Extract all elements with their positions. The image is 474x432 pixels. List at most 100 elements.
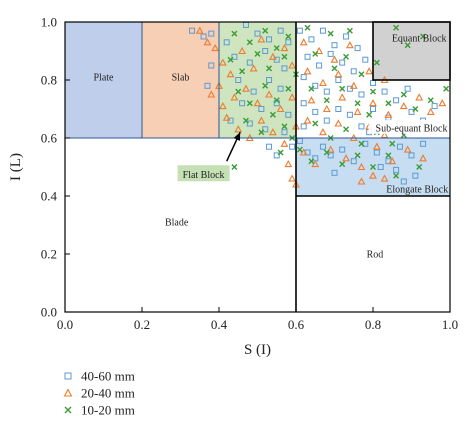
data-point [200, 33, 207, 40]
data-point [258, 106, 265, 112]
data-point [416, 164, 423, 170]
data-point [334, 119, 343, 127]
x-tick-label: 0.8 [365, 317, 381, 332]
data-point [354, 152, 361, 159]
data-point [300, 100, 307, 107]
data-point [268, 52, 277, 60]
data-point [288, 93, 297, 101]
region-label-elongate-block: Elongate Block [386, 184, 448, 195]
data-point [412, 172, 419, 179]
x-tick-label: 0.6 [288, 317, 305, 332]
data-point [315, 46, 324, 55]
data-point [312, 82, 319, 89]
data-point [257, 35, 266, 43]
data-point [385, 152, 392, 159]
data-point [393, 172, 400, 179]
data-point [323, 97, 330, 104]
data-point [281, 123, 288, 130]
data-point [238, 46, 247, 55]
data-point [380, 174, 389, 182]
data-point [242, 117, 249, 124]
data-point [239, 68, 246, 75]
data-point [211, 43, 220, 52]
data-point [443, 85, 450, 92]
y-tick-label: 0.2 [41, 247, 57, 262]
data-point [262, 82, 269, 89]
data-point [304, 53, 311, 60]
data-point [357, 177, 366, 185]
data-point [339, 146, 346, 153]
legend-item-20-40-mm: 20-40 mm [63, 386, 135, 401]
data-point [373, 59, 380, 66]
region-plate-fill [65, 22, 142, 138]
data-point [393, 24, 400, 31]
x-tick-label: 1.0 [442, 317, 458, 332]
data-point [350, 68, 357, 75]
data-point [339, 85, 346, 92]
data-point [250, 88, 257, 95]
data-point [358, 71, 365, 78]
data-point [276, 104, 285, 113]
data-point [281, 53, 288, 60]
data-point [208, 30, 215, 37]
data-point [254, 30, 261, 37]
data-point [381, 88, 388, 95]
data-point [289, 143, 296, 150]
data-point [431, 103, 438, 110]
data-point [400, 178, 407, 185]
data-point [266, 36, 273, 43]
data-point [204, 82, 211, 89]
data-point [427, 97, 434, 104]
data-point [327, 152, 334, 159]
data-point [246, 59, 253, 66]
data-point [218, 101, 227, 110]
region-label-blade: Blade [165, 218, 189, 229]
data-point [235, 77, 242, 83]
y-tick-label: 0.4 [41, 189, 58, 204]
data-point [266, 65, 273, 72]
legend-item-40-60-mm: 40-60 mm [64, 369, 135, 384]
data-point [258, 129, 265, 136]
data-point [331, 42, 338, 49]
data-point [222, 113, 231, 121]
data-point [239, 100, 246, 107]
data-point [266, 143, 273, 150]
region-label-plate: Plate [94, 73, 115, 84]
data-point [266, 77, 273, 83]
data-point [335, 106, 342, 112]
data-point [370, 79, 376, 86]
y-tick-label: 0.8 [41, 73, 57, 88]
data-point [322, 104, 331, 113]
data-point [408, 152, 415, 159]
x-tick-label: 0.2 [134, 317, 150, 332]
data-point [404, 85, 411, 92]
y-tick-label: 0.0 [41, 305, 57, 320]
data-point [319, 27, 326, 34]
data-point [280, 139, 289, 147]
data-point [296, 146, 303, 153]
data-point [334, 70, 343, 78]
legend-marker [63, 388, 73, 397]
data-point [300, 74, 307, 81]
data-point [343, 53, 350, 60]
data-point [377, 164, 384, 170]
data-point [234, 125, 243, 133]
region-flat-block-fill [219, 22, 296, 138]
x-tick-label: 0.0 [57, 317, 73, 332]
data-point [358, 140, 365, 147]
data-point [408, 108, 415, 115]
data-point [399, 101, 408, 110]
data-point [385, 100, 392, 107]
data-point [323, 88, 330, 95]
data-point [373, 149, 380, 156]
data-point [262, 126, 269, 133]
data-point [330, 55, 339, 63]
data-point [311, 159, 320, 168]
data-point [273, 152, 280, 159]
legend-label: 10-20 mm [81, 403, 135, 418]
data-point [365, 67, 374, 75]
region-layer [65, 22, 450, 196]
data-point [230, 93, 239, 101]
data-point [420, 140, 427, 147]
data-point [319, 78, 327, 86]
